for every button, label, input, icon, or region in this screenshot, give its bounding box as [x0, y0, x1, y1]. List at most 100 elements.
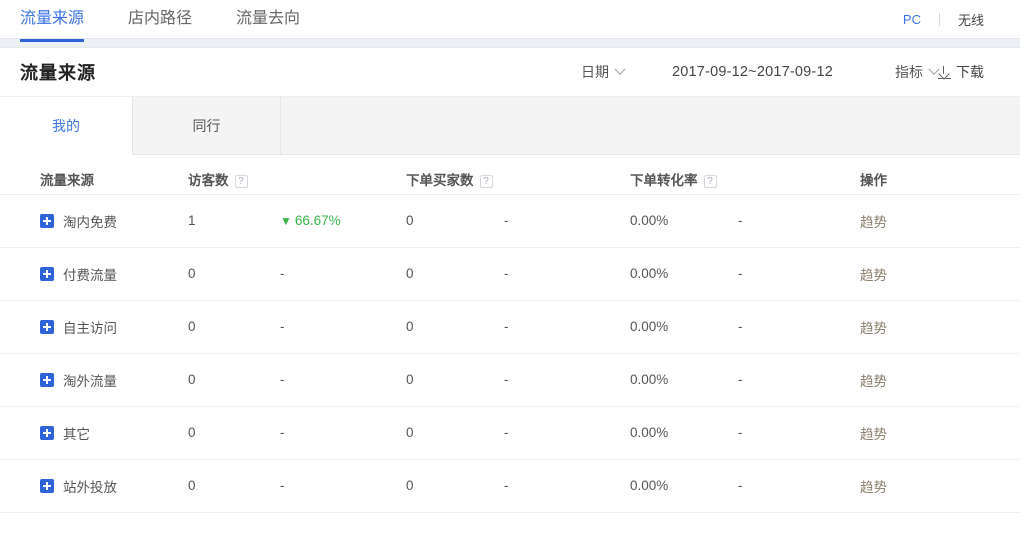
header-separator-band: [0, 38, 1020, 48]
cell-visitors: 0: [188, 459, 280, 513]
cell-conversion-rate-delta: -: [738, 406, 860, 460]
plus-square-icon[interactable]: [40, 266, 54, 281]
source-name: 付费流量: [63, 267, 117, 283]
trend-link[interactable]: 趋势: [860, 479, 887, 495]
cell-visitors-delta: -: [280, 353, 406, 407]
cell-source: 其它: [0, 406, 188, 460]
column-header-buyers: 下单买家数?: [406, 155, 504, 195]
metric-dropdown[interactable]: 指标: [895, 62, 940, 82]
cell-action: 趋势: [860, 353, 1020, 407]
chevron-down-icon: [614, 63, 626, 75]
cell-buyers: 0: [406, 247, 504, 301]
column-header-conversion-rate-delta: [738, 155, 860, 195]
table-row: 付费流量 0 - 0 - 0.00% - 趋势: [0, 247, 1020, 301]
cell-visitors: 0: [188, 406, 280, 460]
cell-source: 自主访问: [0, 300, 188, 354]
column-header-conversion-rate: 下单转化率?: [630, 155, 738, 195]
cell-buyers: 0: [406, 406, 504, 460]
trend-link[interactable]: 趋势: [860, 426, 887, 442]
column-header-conversion-rate-label: 下单转化率: [630, 173, 698, 189]
cell-conversion-rate-delta: -: [738, 353, 860, 407]
cell-visitors: 0: [188, 247, 280, 301]
table-row: 其它 0 - 0 - 0.00% - 趋势: [0, 406, 1020, 460]
column-header-source-label: 流量来源: [40, 173, 94, 189]
download-icon: [938, 65, 951, 79]
table-row: 淘内免费 1 ▼ 66.67% 0 - 0.00% - 趋势: [0, 194, 1020, 248]
cell-visitors-delta: -: [280, 459, 406, 513]
column-header-visitors: 访客数?: [188, 155, 280, 195]
device-option-pc[interactable]: PC: [902, 11, 921, 27]
subtab-peers-label: 同行: [192, 117, 221, 134]
tab-in-store-path[interactable]: 店内路径: [128, 0, 192, 38]
trend-link[interactable]: 趋势: [860, 214, 887, 230]
table-header-row: 流量来源 访客数? 下单买家数? 下单转化率? 操作: [0, 155, 1020, 195]
sub-tab-bar: 我的 同行: [0, 97, 1020, 155]
trend-link[interactable]: 趋势: [860, 267, 887, 283]
arrow-down-icon: ▼: [280, 214, 292, 228]
table-header: 流量来源 访客数? 下单买家数? 下单转化率? 操作: [0, 155, 1020, 195]
column-header-buyers-delta: [504, 155, 630, 195]
subtab-mine[interactable]: 我的: [0, 97, 133, 155]
cell-buyers: 0: [406, 353, 504, 407]
top-navigation-bar: 流量来源 店内路径 流量去向 PC 无线: [0, 0, 1020, 42]
cell-buyers-delta: -: [504, 459, 630, 513]
source-name: 站外投放: [63, 479, 117, 495]
cell-action: 趋势: [860, 406, 1020, 460]
cell-action: 趋势: [860, 194, 1020, 248]
cell-buyers-delta: -: [504, 194, 630, 248]
device-switcher-divider: [938, 12, 940, 26]
header-toolbar: 日期 2017-09-12~2017-09-12 指标 下载: [581, 62, 984, 82]
metric-dropdown-label: 指标: [895, 64, 923, 80]
column-header-visitors-delta: [280, 155, 406, 195]
subtab-peers[interactable]: 同行: [133, 97, 281, 154]
sub-tab-filler: [281, 97, 1020, 154]
date-dropdown[interactable]: 日期: [580, 62, 626, 82]
column-header-action: 操作: [860, 155, 1020, 195]
cell-visitors: 1: [188, 194, 280, 248]
date-range-value[interactable]: 2017-09-12~2017-09-12: [671, 64, 833, 80]
plus-square-icon[interactable]: [40, 319, 54, 334]
cell-buyers-delta: -: [504, 406, 630, 460]
cell-visitors: 0: [188, 300, 280, 354]
cell-visitors-delta: -: [280, 247, 406, 301]
tab-in-store-path-label: 店内路径: [128, 10, 193, 27]
cell-conversion-rate: 0.00%: [630, 300, 738, 354]
plus-square-icon[interactable]: [40, 478, 54, 493]
cell-buyers-delta: -: [504, 247, 630, 301]
subtab-mine-label: 我的: [52, 117, 80, 134]
cell-conversion-rate: 0.00%: [630, 247, 738, 301]
help-icon-buyers[interactable]: ?: [479, 175, 493, 189]
download-button-label: 下载: [956, 64, 984, 80]
page-header: 流量来源 日期 2017-09-12~2017-09-12 指标 下载: [0, 48, 1020, 97]
date-dropdown-label: 日期: [580, 64, 609, 80]
device-option-wireless[interactable]: 无线: [957, 12, 984, 28]
page-title: 流量来源: [20, 63, 96, 83]
traffic-table-container: 流量来源 访客数? 下单买家数? 下单转化率? 操作: [0, 155, 1020, 513]
cell-conversion-rate: 0.00%: [630, 194, 738, 248]
cell-conversion-rate-delta: -: [738, 300, 860, 354]
plus-square-icon[interactable]: [40, 372, 54, 387]
trend-link[interactable]: 趋势: [860, 320, 887, 336]
device-switcher: PC 无线: [903, 0, 984, 38]
cell-visitors-delta: -: [280, 406, 406, 460]
help-icon-visitors[interactable]: ?: [234, 175, 248, 189]
cell-conversion-rate-delta: -: [738, 459, 860, 513]
plus-square-icon[interactable]: [40, 425, 54, 440]
help-icon-conversion-rate[interactable]: ?: [703, 175, 717, 189]
cell-buyers: 0: [406, 459, 504, 513]
cell-conversion-rate: 0.00%: [630, 406, 738, 460]
cell-visitors-delta: ▼ 66.67%: [280, 194, 406, 248]
cell-visitors-delta: -: [280, 300, 406, 354]
source-name: 自主访问: [63, 320, 117, 336]
trend-link[interactable]: 趋势: [860, 373, 887, 389]
download-button[interactable]: 下载: [938, 62, 984, 82]
column-header-buyers-label: 下单买家数: [406, 173, 474, 189]
plus-square-icon[interactable]: [40, 213, 54, 228]
tab-traffic-source[interactable]: 流量来源: [20, 0, 85, 42]
cell-source: 淘内免费: [0, 194, 188, 248]
source-name: 淘外流量: [63, 373, 117, 389]
cell-visitors: 0: [188, 353, 280, 407]
cell-buyers: 0: [406, 194, 504, 248]
tab-traffic-destination[interactable]: 流量去向: [236, 0, 300, 38]
table-row: 自主访问 0 - 0 - 0.00% - 趋势: [0, 300, 1020, 354]
